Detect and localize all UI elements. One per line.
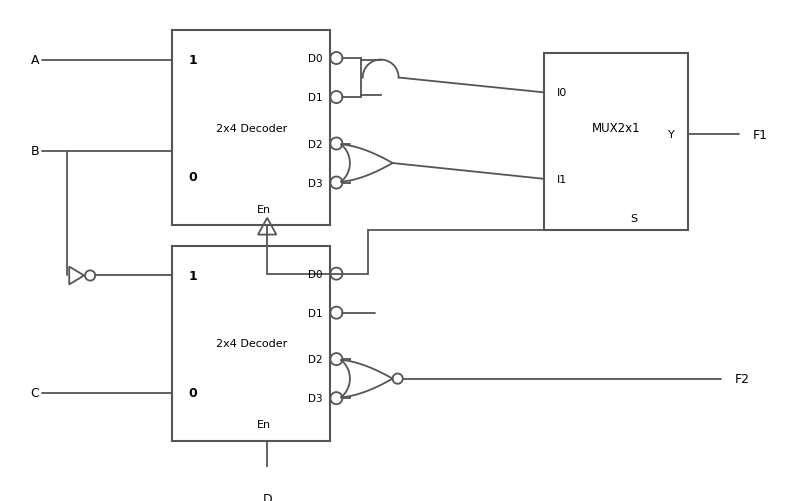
Text: I1: I1 [557, 174, 567, 184]
Text: B: B [30, 145, 39, 158]
Text: 1: 1 [188, 270, 197, 283]
Text: D3: D3 [308, 393, 323, 403]
Text: D1: D1 [308, 93, 323, 103]
Text: D0: D0 [309, 269, 323, 279]
Text: D1: D1 [308, 308, 323, 318]
Text: Y: Y [668, 130, 675, 140]
Text: D3: D3 [308, 178, 323, 188]
Text: F1: F1 [753, 128, 768, 141]
Text: En: En [257, 419, 271, 429]
Text: S: S [630, 213, 637, 223]
Text: 0: 0 [188, 386, 197, 399]
Text: C: C [30, 386, 39, 399]
Text: En: En [257, 204, 271, 214]
Text: MUX2x1: MUX2x1 [592, 122, 641, 135]
Text: D2: D2 [308, 354, 323, 364]
Text: 2x4 Decoder: 2x4 Decoder [216, 339, 287, 349]
Text: D2: D2 [308, 139, 323, 149]
Text: F2: F2 [735, 372, 750, 385]
Text: 2x4 Decoder: 2x4 Decoder [216, 123, 287, 133]
Bar [172, 31, 330, 226]
Text: A: A [30, 54, 39, 67]
Bar [172, 246, 330, 441]
Text: 0: 0 [188, 171, 197, 184]
Bar [544, 54, 688, 230]
Text: I0: I0 [557, 88, 567, 98]
Text: 1: 1 [188, 54, 197, 67]
Text: D0: D0 [309, 54, 323, 64]
Text: D: D [262, 492, 272, 501]
